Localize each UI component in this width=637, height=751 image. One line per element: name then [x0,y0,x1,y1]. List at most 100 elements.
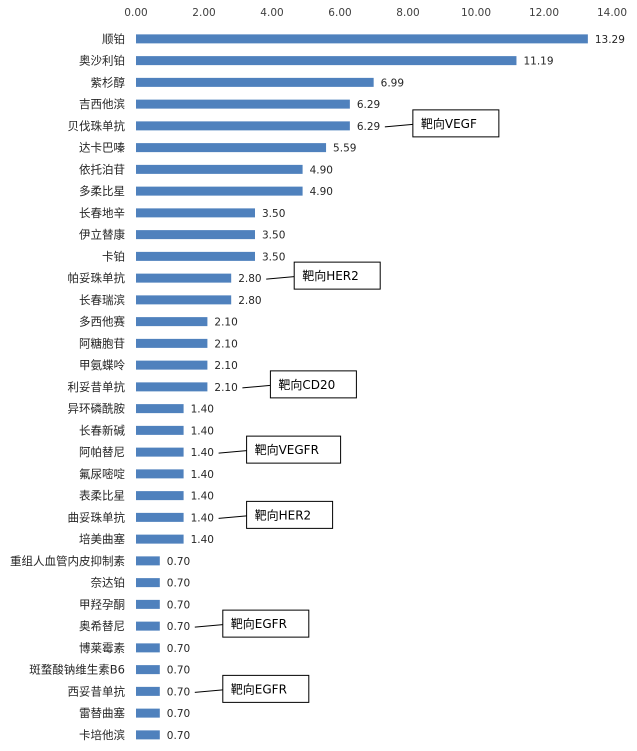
bars [136,34,588,740]
category-label: 氟尿嘧啶 [79,467,125,481]
value-label: 0.70 [167,599,190,611]
callout-box [222,674,310,703]
callout-pointer [266,276,295,280]
callout-text: 靶向EGFR [231,681,287,696]
callout-text: 靶向VEGF [421,116,477,131]
callout-pointer [194,624,223,628]
category-label: 贝伐珠单抗 [68,119,126,133]
callout-box [269,370,357,399]
category-label: 重组人血管内皮抑制素 [10,554,125,568]
value-label: 2.10 [214,338,237,350]
category-label: 长春瑞滨 [79,293,125,307]
x-tick-label: 2.00 [192,7,215,19]
category-label: 卡培他滨 [79,728,125,742]
callout: 靶向EGFR [194,674,310,703]
callout: 靶向VEGFR [218,435,342,464]
value-label: 2.80 [238,295,261,307]
category-label: 甲羟孕酮 [79,597,125,611]
callout-box [222,609,310,638]
bar [136,317,208,327]
bar [136,621,160,631]
x-tick-label: 12.00 [529,7,559,19]
category-label: 顺铂 [102,32,125,46]
value-label: 6.99 [381,77,404,89]
bar [136,578,160,588]
value-label: 5.59 [333,143,356,155]
callout-box [246,500,334,529]
category-label: 长春新碱 [79,423,125,437]
bar [136,164,303,174]
x-tick-label: 10.00 [461,7,491,19]
value-label: 1.40 [191,469,214,481]
bar [136,143,327,153]
bar [136,665,160,675]
x-axis-tick-labels: 0.00 2.00 4.00 6.00 8.00 10.00 12.00 14.00 [124,7,627,19]
category-label: 异环磷酰胺 [68,402,126,416]
callout: 靶向HER2 [218,500,334,529]
category-label: 达卡巴嗪 [79,141,125,155]
callout-text: 靶向HER2 [302,268,359,283]
value-label: 2.10 [214,317,237,329]
category-label: 曲妥珠单抗 [68,510,126,524]
value-label: 0.70 [167,578,190,590]
bar [136,251,255,261]
bar [136,730,160,740]
bar [136,599,160,609]
category-label: 阿糖胞苷 [79,336,125,350]
value-label: 6.29 [357,99,380,111]
category-label: 阿帕替尼 [79,445,125,459]
bar [136,404,184,414]
bar [136,643,160,653]
callouts: 靶向VEGF 靶向HER2 靶向CD20 靶向VEGFR 靶向HER2 靶向EGFR 靶向E… [194,109,500,703]
bar [136,469,184,479]
bar [136,708,160,718]
value-label: 3.50 [262,251,285,263]
bar [136,534,184,544]
category-label: 吉西他滨 [79,97,125,111]
bar [136,77,374,87]
callout-pointer [218,450,247,454]
category-label: 西妥昔单抗 [68,684,126,698]
value-label: 1.40 [191,404,214,416]
bar [136,447,184,457]
category-label: 奥希替尼 [79,619,125,633]
value-label: 4.90 [310,186,333,198]
bar [136,686,160,696]
value-label: 1.40 [191,534,214,546]
category-label: 长春地辛 [79,206,125,220]
bar [136,208,255,218]
bar [136,360,208,370]
category-label: 帕妥珠单抗 [68,271,126,285]
callout-box [412,109,500,138]
bar [136,273,232,283]
category-labels: 顺铂奥沙利铂紫杉醇吉西他滨贝伐珠单抗达卡巴嗪依托泊苷多柔比星长春地辛伊立替康卡铂… [10,32,125,742]
value-label: 1.40 [191,512,214,524]
callout: 靶向EGFR [194,609,310,638]
category-label: 培美曲塞 [79,532,125,546]
value-label: 2.80 [238,273,261,285]
category-label: 奥沙利铂 [79,54,125,68]
x-tick-label: 6.00 [328,7,351,19]
bar [136,295,232,305]
bar [136,56,517,66]
callout-pointer [218,515,247,519]
callout-text: 靶向VEGFR [255,442,319,457]
callout: 靶向VEGF [384,109,500,138]
category-label: 表柔比星 [79,489,125,503]
category-label: 博莱霉素 [79,641,125,655]
callout: 靶向CD20 [242,370,357,399]
callout-pointer [194,689,223,693]
bar [136,512,184,522]
value-label: 13.29 [595,34,625,46]
value-label: 1.40 [191,447,214,459]
category-label: 雷替曲塞 [79,706,125,720]
category-label: 多柔比星 [79,184,125,198]
callout-text: 靶向HER2 [255,507,312,522]
value-label: 0.70 [167,643,190,655]
category-label: 斑蝥酸钠维生素B6 [29,663,125,677]
value-label: 2.10 [214,360,237,372]
value-label: 11.19 [523,56,553,68]
x-tick-label: 14.00 [597,7,627,19]
category-label: 奈达铂 [91,576,126,590]
